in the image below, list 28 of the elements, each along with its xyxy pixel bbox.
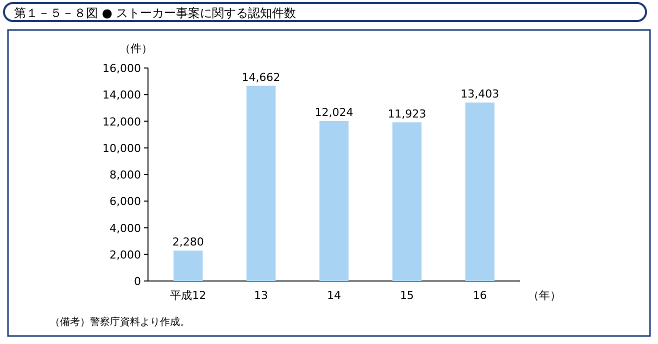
y-tick-label: 12,000 [102, 115, 141, 128]
y-tick-label: 4,000 [110, 222, 141, 235]
bar [392, 122, 422, 281]
y-tick-label: 14,000 [102, 88, 141, 102]
bar [319, 120, 349, 281]
text: （備考）警察庁資料より作成。 [50, 316, 190, 328]
data-label: 12,024 [314, 106, 354, 119]
y-tick-label: 6,000 [110, 195, 141, 208]
x-tick-label: 15 [400, 289, 414, 302]
y-tick-label: 2,000 [110, 248, 141, 262]
chart-title: 第１－５－８図 ● ストーカー事案に関する認知件数 [14, 6, 296, 20]
data-label: 13,403 [460, 88, 500, 101]
bar [174, 250, 203, 281]
x-tick-label: 14 [327, 289, 341, 302]
y-tick-label: 0 [134, 275, 141, 288]
bar [465, 102, 494, 281]
y-tick-label: 8,000 [110, 168, 141, 182]
y-tick-label: 10,000 [102, 142, 141, 155]
y-axis-title: （件） [120, 42, 152, 55]
data-label: 14,662 [242, 70, 280, 84]
x-axis-title: （年） [528, 289, 561, 302]
x-tick-label: 平成12 [170, 289, 206, 302]
x-tick-label: 13 [254, 289, 268, 302]
data-label: 2,280 [172, 236, 204, 249]
x-tick-label: 16 [472, 289, 487, 302]
data-label: 11,923 [388, 107, 426, 120]
bar [246, 86, 276, 281]
y-tick-label: 16,000 [102, 62, 141, 75]
